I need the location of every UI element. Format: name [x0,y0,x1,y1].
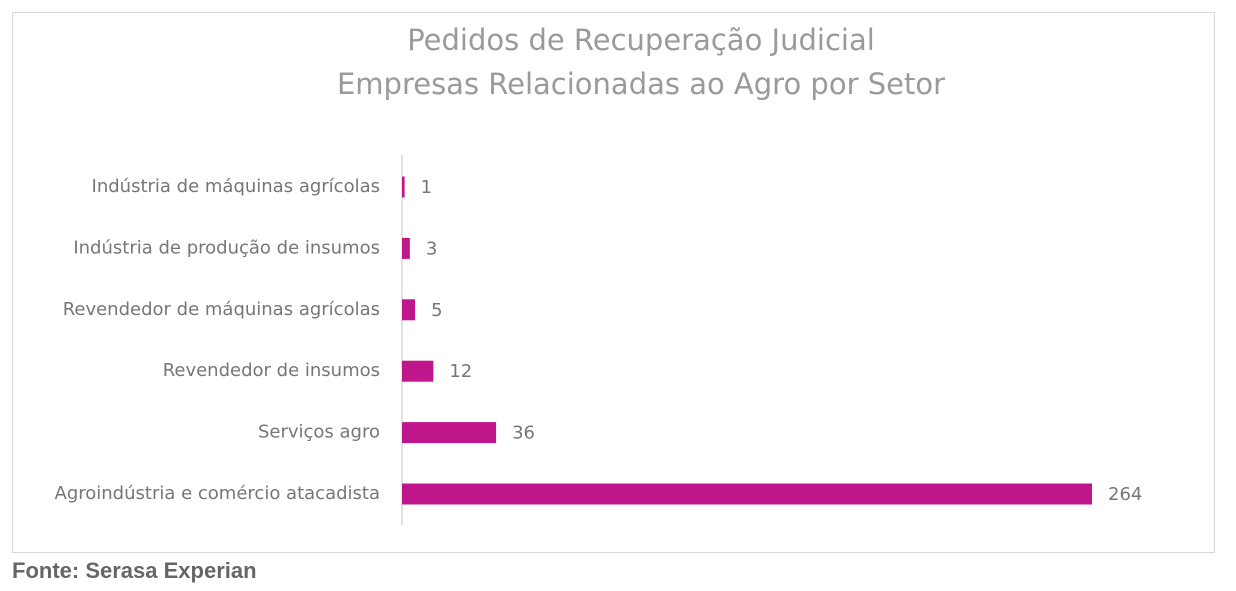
data-label: 264 [1108,484,1142,505]
chart-subtitle: Empresas Relacionadas ao Agro por Setor [337,67,945,101]
category-label: Indústria de produção de insumos [73,237,380,258]
bar [402,483,1092,505]
data-label: 12 [449,361,472,382]
bar [402,176,405,198]
data-label: 36 [512,423,535,444]
category-label: Agroindústria e comércio atacadista [55,483,380,504]
bar [402,360,434,382]
data-label: 5 [431,300,442,321]
chart-frame [12,12,1215,553]
category-label: Revendedor de máquinas agrícolas [63,299,380,320]
data-label: 3 [426,238,437,259]
category-label: Revendedor de insumos [163,360,380,381]
category-label: Serviços agro [258,422,380,443]
bar [402,299,416,321]
bar [402,422,497,444]
bar [402,237,410,259]
category-label: Indústria de máquinas agrícolas [92,176,380,197]
source-note: Fonte: Serasa Experian [12,558,257,583]
chart-title: Pedidos de Recuperação Judicial [407,23,875,57]
data-label: 1 [421,177,432,198]
